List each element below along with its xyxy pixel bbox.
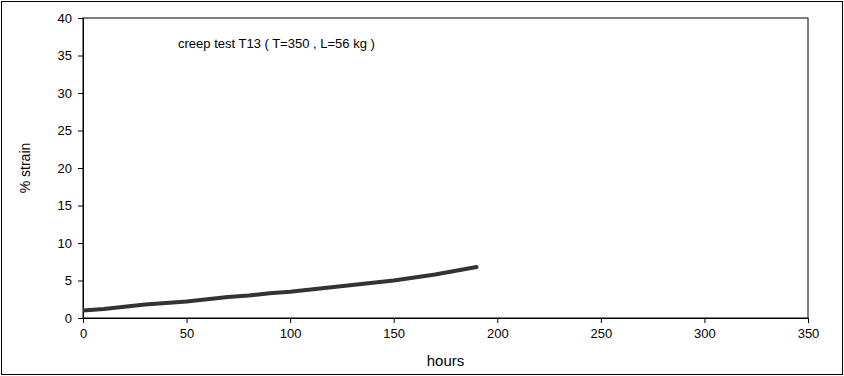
y-tick-mark [78,243,83,244]
x-tick: 50 [180,318,194,341]
y-tick-label: 25 [58,123,72,138]
x-tick-mark [290,318,291,323]
y-tick-mark [78,18,83,19]
x-tick-mark [497,318,498,323]
x-tick-mark [601,318,602,323]
plot: 0 50 100 150 200 250 300 350 0 5 10 15 20 25 30 35 40 [58,11,820,342]
y-tick: 20 [58,161,83,176]
y-tick-mark [78,206,83,207]
x-tick-label: 100 [280,326,302,341]
x-tick: 200 [487,318,509,341]
marks [83,267,477,311]
y-tick: 15 [58,198,83,213]
x-axis: 0 50 100 150 200 250 300 350 [80,318,819,341]
chart-frame [2,2,843,375]
y-tick-label: 30 [58,86,72,101]
y-axis-title: % strain [17,143,33,194]
y-tick-label: 40 [58,11,72,26]
y-tick-label: 5 [65,273,72,288]
y-tick-mark [78,281,83,282]
y-tick: 25 [58,123,83,138]
x-tick-label: 350 [798,326,820,341]
y-tick: 40 [58,11,83,26]
x-tick-mark [187,318,188,323]
y-tick-label: 0 [65,311,72,326]
y-tick: 0 [65,311,83,326]
plot-frame [83,18,808,318]
y-tick: 30 [58,86,83,101]
chart: 0 50 100 150 200 250 300 350 0 5 10 15 20 25 30 35 40 cre… [0,0,844,376]
x-tick-mark [808,318,809,323]
x-tick-label: 300 [694,326,716,341]
y-tick-label: 35 [58,48,72,63]
x-tick: 300 [694,318,716,341]
x-tick: 250 [591,318,613,341]
y-tick-mark [78,131,83,132]
x-tick: 350 [798,318,820,341]
y-tick-mark [78,93,83,94]
y-axis: 0 5 10 15 20 25 30 35 40 [58,11,84,326]
x-tick-mark [704,318,705,323]
x-tick-label: 200 [487,326,509,341]
data-line [83,267,477,311]
y-tick: 35 [58,48,83,63]
x-tick-mark [394,318,395,323]
x-tick-label: 250 [591,326,613,341]
y-tick-label: 10 [58,236,72,251]
y-tick-label: 15 [58,198,72,213]
y-tick-label: 20 [58,161,72,176]
x-tick: 100 [280,318,302,341]
x-tick-label: 50 [180,326,194,341]
y-tick-mark [78,318,83,319]
y-tick-mark [78,168,83,169]
x-tick-label: 150 [383,326,405,341]
x-tick: 0 [80,318,87,341]
y-tick-mark [78,56,83,57]
y-tick: 5 [65,273,83,288]
y-axis-line [78,19,84,319]
x-axis-title: hours [427,352,465,369]
chart-title: creep test T13 ( T=350 , L=56 kg ) [178,36,375,51]
y-tick: 10 [58,236,83,251]
x-tick: 150 [383,318,405,341]
x-axis-line [84,319,809,324]
x-tick-label: 0 [80,326,87,341]
